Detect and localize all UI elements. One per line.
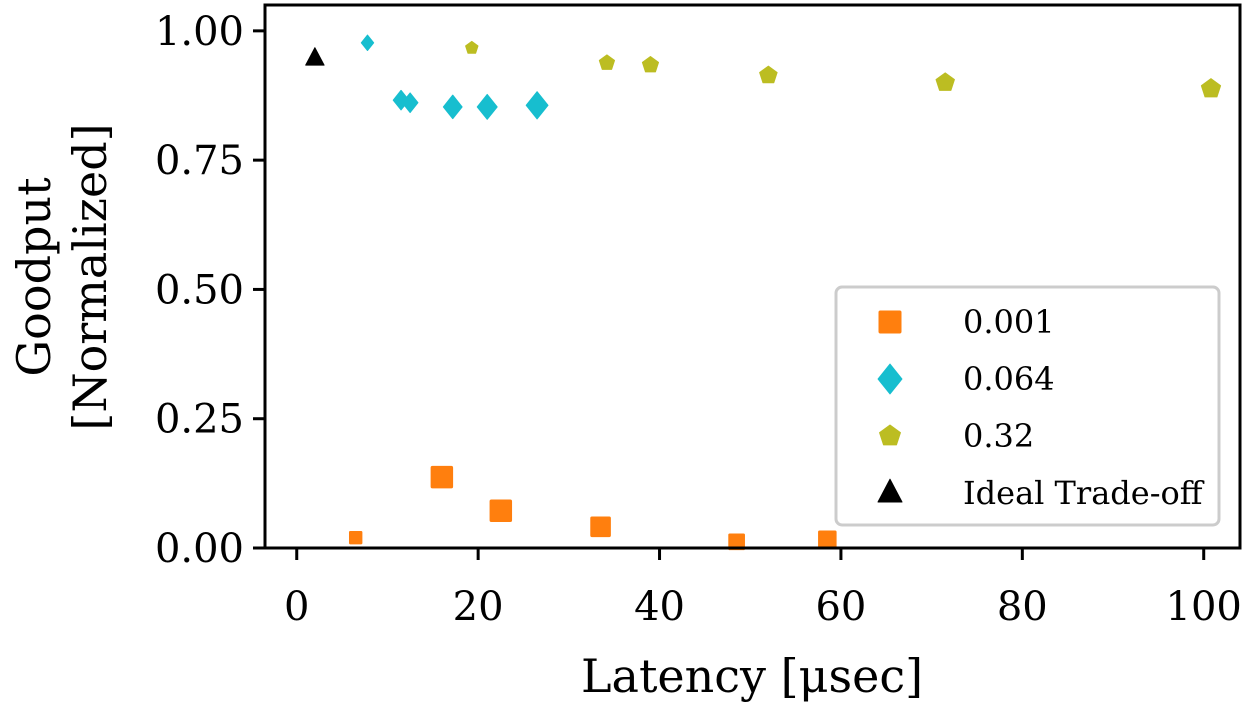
y-tick-label: 0.50 [155, 267, 244, 313]
legend-label-2: 0.32 [963, 417, 1034, 455]
data-points [305, 34, 1222, 551]
point-series-0-1 [430, 465, 454, 489]
point-series-2-1 [598, 54, 616, 70]
point-series-0-4 [728, 533, 745, 551]
point-series-2-4 [935, 72, 955, 91]
y-axis-title-line2: [Normalized] [63, 123, 117, 430]
plot-frame [263, 3, 1242, 550]
legend-marker-0 [878, 310, 902, 334]
x-tick-label: 80 [997, 584, 1048, 630]
y-axis-ticks: 0.00 0.25 0.50 0.75 1.00 [155, 9, 265, 572]
legend: 0.001 0.064 0.32 Ideal Trade-off [834, 285, 1221, 527]
legend-label-1: 0.064 [963, 360, 1055, 398]
y-axis-title-line1: Goodput [7, 177, 61, 377]
y-tick-label: 0.75 [155, 138, 244, 184]
legend-marker-2 [879, 424, 901, 446]
y-tick-label: 1.00 [155, 9, 244, 55]
y-tick-label: 0.25 [155, 397, 244, 443]
y-tick-label: 0.00 [155, 526, 244, 572]
x-axis-title: Latency [μsec] [581, 649, 923, 703]
point-series-2-5 [1200, 78, 1222, 98]
legend-label-3: Ideal Trade-off [963, 474, 1205, 512]
legend-box [834, 285, 1221, 527]
point-series-0-0 [348, 530, 363, 545]
point-series-1-0 [360, 34, 375, 52]
x-tick-label: 40 [634, 584, 685, 630]
legend-marker-3 [877, 478, 903, 503]
x-tick-label: 100 [1166, 584, 1242, 630]
point-series-2-2 [641, 56, 660, 73]
point-series-2-3 [759, 65, 778, 84]
x-tick-label: 0 [284, 584, 309, 630]
point-series-0-5 [818, 530, 837, 549]
point-series-0-3 [590, 516, 611, 538]
x-axis-ticks: 0 20 40 60 80 100 [284, 548, 1242, 630]
point-series-0-2 [489, 499, 513, 523]
legend-label-0: 0.001 [963, 303, 1055, 341]
x-tick-label: 60 [815, 584, 866, 630]
point-series-1-4 [476, 93, 498, 120]
point-series-2-0 [465, 40, 479, 54]
point-series-3-0 [305, 47, 325, 66]
point-series-1-3 [442, 94, 463, 120]
legend-marker-1 [877, 363, 903, 395]
point-series-1-2 [401, 92, 419, 114]
x-tick-label: 20 [453, 584, 504, 630]
point-series-1-5 [525, 91, 549, 120]
